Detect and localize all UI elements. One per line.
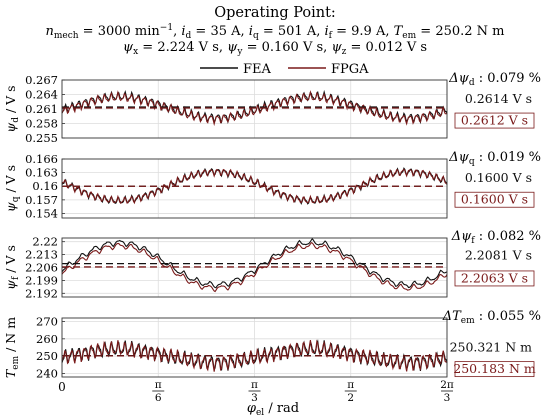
- fpga-mean-label: 0.1600 V s: [461, 192, 528, 207]
- svg-text:0: 0: [58, 380, 66, 394]
- y-tick-label: 0.264: [25, 88, 58, 102]
- svg-text:6: 6: [155, 392, 162, 404]
- x-tick-label: 0: [58, 380, 66, 394]
- fpga-mean-box: [454, 270, 535, 287]
- y-tick-label: 0.261: [25, 102, 58, 116]
- series-fea-line: [61, 237, 448, 289]
- header-title: Operating Point:: [214, 5, 336, 21]
- fea-mean-label: 0.2614 V s: [465, 91, 532, 106]
- y-tick-label: 270: [36, 314, 58, 328]
- header-flux-values: ψx​ = 2.224 V s, ψy​ = 0.160 V s, ψz​ = …: [123, 40, 427, 57]
- series-fpga-line: [61, 241, 448, 293]
- x-axis-label: φel / rad: [247, 401, 299, 417]
- delta-label: ΔTem​ : 0.055 %: [442, 309, 541, 326]
- fea-mean-label: 0.1600 V s: [465, 170, 532, 185]
- y-tick-label: 0.166: [25, 152, 58, 166]
- svg-text:3: 3: [444, 392, 451, 404]
- plot-frame: [61, 79, 448, 139]
- svg-text:π: π: [347, 379, 354, 391]
- fpga-mean-box: [454, 112, 535, 129]
- series-fpga-line: [61, 168, 448, 205]
- svg-text:3: 3: [251, 392, 258, 404]
- header: Operating Point: nmech​ = 3000 min−1​, i…: [45, 5, 504, 57]
- fpga-mean-label: 0.2612 V s: [461, 113, 528, 128]
- plot-frame: [61, 158, 448, 219]
- header-operating-values: nmech​ = 3000 min−1​, id​ = 35 A, iq​ = …: [45, 23, 504, 41]
- y-tick-label: 0.157: [25, 193, 58, 207]
- x-tick-label: π2: [344, 379, 357, 404]
- x-tick-label: 2π3: [440, 379, 454, 404]
- delta-label: Δψq​ : 0.019 %: [448, 150, 541, 167]
- svg-text:π: π: [251, 379, 258, 391]
- x-tick-label: π6: [152, 379, 165, 404]
- y-tick-label: 0.163: [25, 166, 58, 180]
- y-tick-label: 260: [36, 332, 58, 346]
- y-tick-label: 2.192: [25, 286, 58, 300]
- y-tick-label: 0.258: [25, 117, 58, 131]
- y-tick-label: 250: [36, 349, 58, 363]
- plot-frame: [61, 237, 448, 298]
- y-axis-label: Tem / N m: [3, 317, 21, 378]
- y-tick-label: 0.16: [32, 179, 58, 193]
- y-tick-label: 0.154: [25, 206, 58, 220]
- panel-4: 270 260 250 240 Tem / N m ΔTem​ : 0.055 % 250.…: [3, 309, 541, 381]
- fpga-mean-box: [454, 361, 535, 378]
- y-tick-label: 2.213: [25, 248, 58, 262]
- legend-fpga-label: FPGA: [331, 62, 369, 77]
- y-tick-label: 2.206: [25, 261, 58, 275]
- y-axis-label: ψf / V s: [3, 245, 21, 290]
- svg-text:2: 2: [347, 392, 354, 404]
- y-axis-label: ψq / V s: [3, 165, 21, 212]
- y-tick-label: 2.22: [32, 235, 58, 249]
- y-tick-label: 2.199: [25, 273, 58, 287]
- fea-mean-label: 250.321 N m: [450, 340, 533, 355]
- y-tick-label: 0.255: [25, 131, 58, 145]
- fpga-mean-label: 2.2063 V s: [461, 270, 528, 285]
- fea-mean-label: 2.2081 V s: [465, 248, 532, 263]
- legend: FEA FPGA: [200, 62, 369, 77]
- y-tick-label: 0.267: [25, 73, 58, 87]
- x-tick-label: π3: [248, 379, 261, 404]
- fpga-mean-box: [454, 191, 535, 208]
- plot-frame: [61, 317, 448, 378]
- svg-text:π: π: [155, 379, 162, 391]
- delta-label: Δψf​ : 0.082 %: [451, 229, 541, 246]
- svg-text:2π: 2π: [440, 379, 454, 391]
- legend-fea-label: FEA: [243, 62, 272, 77]
- y-axis-label: ψd / V s: [3, 85, 21, 132]
- fpga-mean-label: 250.183 N m: [453, 361, 536, 376]
- y-tick-label: 240: [36, 367, 58, 381]
- series-fpga-line: [61, 89, 448, 127]
- delta-label: Δψd​ : 0.079 %: [448, 71, 541, 88]
